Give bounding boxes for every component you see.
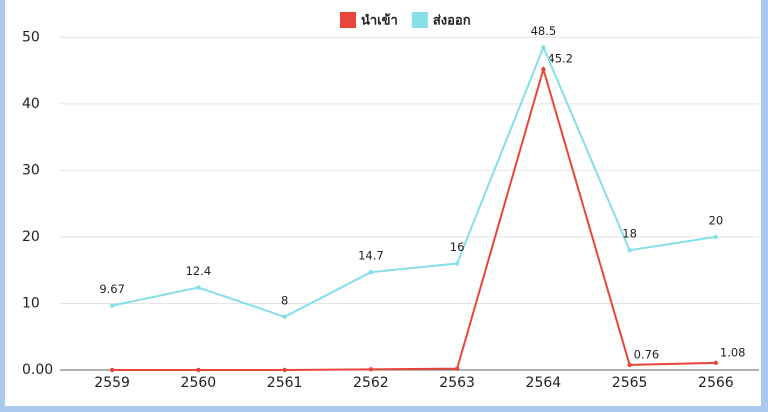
series-line — [112, 65, 716, 371]
data-label: 16 — [450, 240, 465, 254]
point — [713, 234, 719, 240]
x-tick-label: 2566 — [698, 375, 734, 391]
x-tick-label: 2565 — [612, 375, 648, 391]
point — [627, 248, 632, 253]
data-label: 8 — [281, 293, 288, 307]
point — [368, 269, 374, 275]
point — [454, 261, 460, 266]
y-tick-label: 0.00 — [22, 362, 53, 378]
point — [196, 285, 201, 290]
x-tick-label: 2564 — [526, 375, 562, 391]
point — [282, 367, 287, 373]
point — [109, 303, 115, 308]
point — [368, 367, 374, 372]
legend-swatch — [340, 12, 356, 28]
data-label: 14.7 — [358, 249, 384, 263]
y-tick-label: 10 — [22, 295, 40, 311]
point — [196, 367, 201, 373]
data-label: 1.08 — [720, 345, 746, 359]
y-tick-label: 50 — [22, 29, 40, 45]
y-tick-label: 20 — [22, 229, 40, 245]
point — [713, 360, 719, 366]
point — [454, 366, 460, 371]
point — [109, 367, 115, 373]
data-label: 0.76 — [634, 347, 660, 361]
x-tick-label: 2560 — [181, 375, 217, 391]
x-tick-label: 2562 — [353, 375, 389, 391]
data-label: 45.2 — [547, 52, 573, 66]
legend-label: นำเข้า — [361, 13, 398, 29]
chart-panel — [5, 0, 761, 406]
y-tick-label: 40 — [22, 96, 40, 112]
series-line — [111, 44, 717, 318]
x-tick-label: 2559 — [94, 375, 130, 391]
data-label: 12.4 — [186, 264, 212, 278]
point — [282, 314, 287, 319]
legend-swatch — [411, 12, 428, 28]
x-tick-label: 2561 — [267, 375, 303, 391]
point — [541, 45, 546, 50]
point — [627, 362, 632, 368]
y-tick-label: 30 — [22, 162, 40, 178]
x-tick-label: 2563 — [439, 375, 475, 391]
data-label: 9.67 — [99, 282, 125, 296]
legend-label: ส่งออก — [433, 14, 471, 29]
data-label: 18 — [622, 227, 637, 241]
data-label: 48.5 — [531, 24, 557, 38]
point — [541, 67, 546, 72]
data-label: 20 — [709, 213, 724, 227]
